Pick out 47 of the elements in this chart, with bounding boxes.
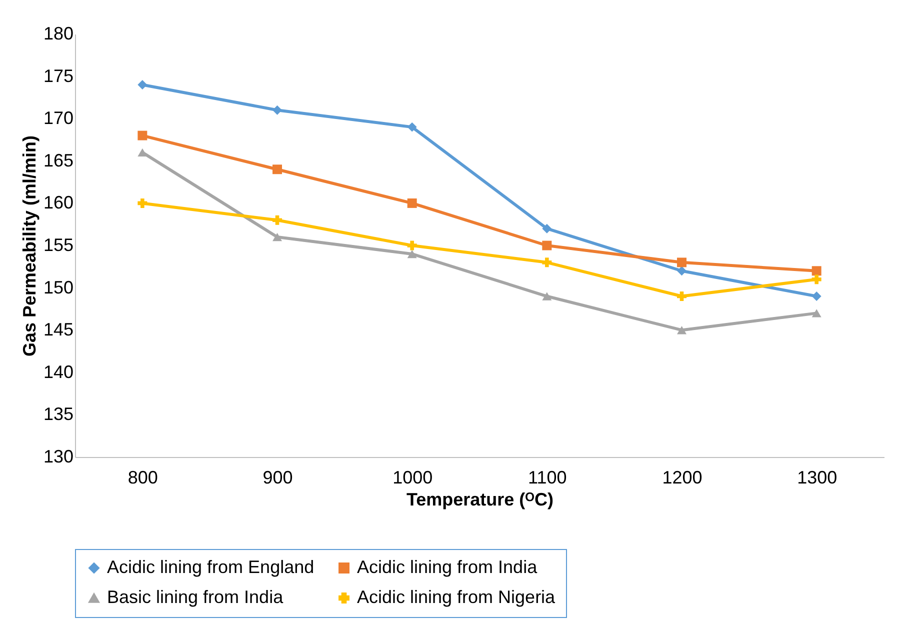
- x-tick-label: 1000: [392, 468, 433, 488]
- point: [677, 292, 686, 302]
- legend-label: Acidic lining from England: [107, 557, 314, 577]
- point: [272, 215, 282, 225]
- y-tick-label: 140: [43, 362, 74, 382]
- point: [542, 240, 552, 250]
- y-tick-label: 175: [43, 66, 74, 86]
- legend-label: Acidic lining from Nigeria: [357, 587, 556, 607]
- point: [272, 164, 282, 174]
- point: [272, 105, 282, 115]
- point: [542, 224, 552, 234]
- x-axis-title: Temperature (ᴼC): [406, 490, 554, 510]
- y-tick-label: 165: [43, 150, 74, 170]
- x-tick-label: 1200: [662, 468, 702, 488]
- x-tick-label: 1300: [797, 468, 838, 488]
- point: [677, 258, 686, 268]
- point: [812, 309, 822, 318]
- y-tick-label: 155: [43, 235, 74, 255]
- y-tick-label: 160: [43, 192, 74, 213]
- point: [677, 326, 686, 334]
- y-tick-label: 130: [43, 446, 74, 466]
- point: [138, 198, 148, 208]
- legend-label: Basic lining from India: [107, 587, 284, 607]
- point: [138, 130, 148, 140]
- point: [138, 148, 148, 157]
- y-tick-label: 150: [43, 277, 74, 298]
- y-tick-label: 135: [43, 404, 74, 424]
- x-tick-label: 900: [262, 468, 293, 488]
- point: [812, 292, 822, 302]
- y-tick-label: 170: [43, 108, 74, 128]
- legend-label: Acidic lining from India: [357, 557, 538, 577]
- point: [407, 122, 417, 132]
- point: [407, 250, 417, 258]
- point: [542, 292, 552, 300]
- y-tick-label: 145: [43, 320, 74, 340]
- x-tick-label: 1100: [528, 468, 567, 488]
- point: [138, 80, 148, 90]
- point: [407, 198, 417, 208]
- point: [677, 266, 686, 276]
- x-tick-label: 800: [128, 468, 158, 488]
- point: [272, 232, 282, 242]
- y-tick-label: 180: [43, 24, 74, 44]
- y-axis-title: Gas Permeability (ml/min): [19, 135, 40, 357]
- point: [542, 258, 552, 268]
- point: [812, 274, 822, 284]
- point: [407, 240, 417, 250]
- point: [812, 266, 822, 276]
